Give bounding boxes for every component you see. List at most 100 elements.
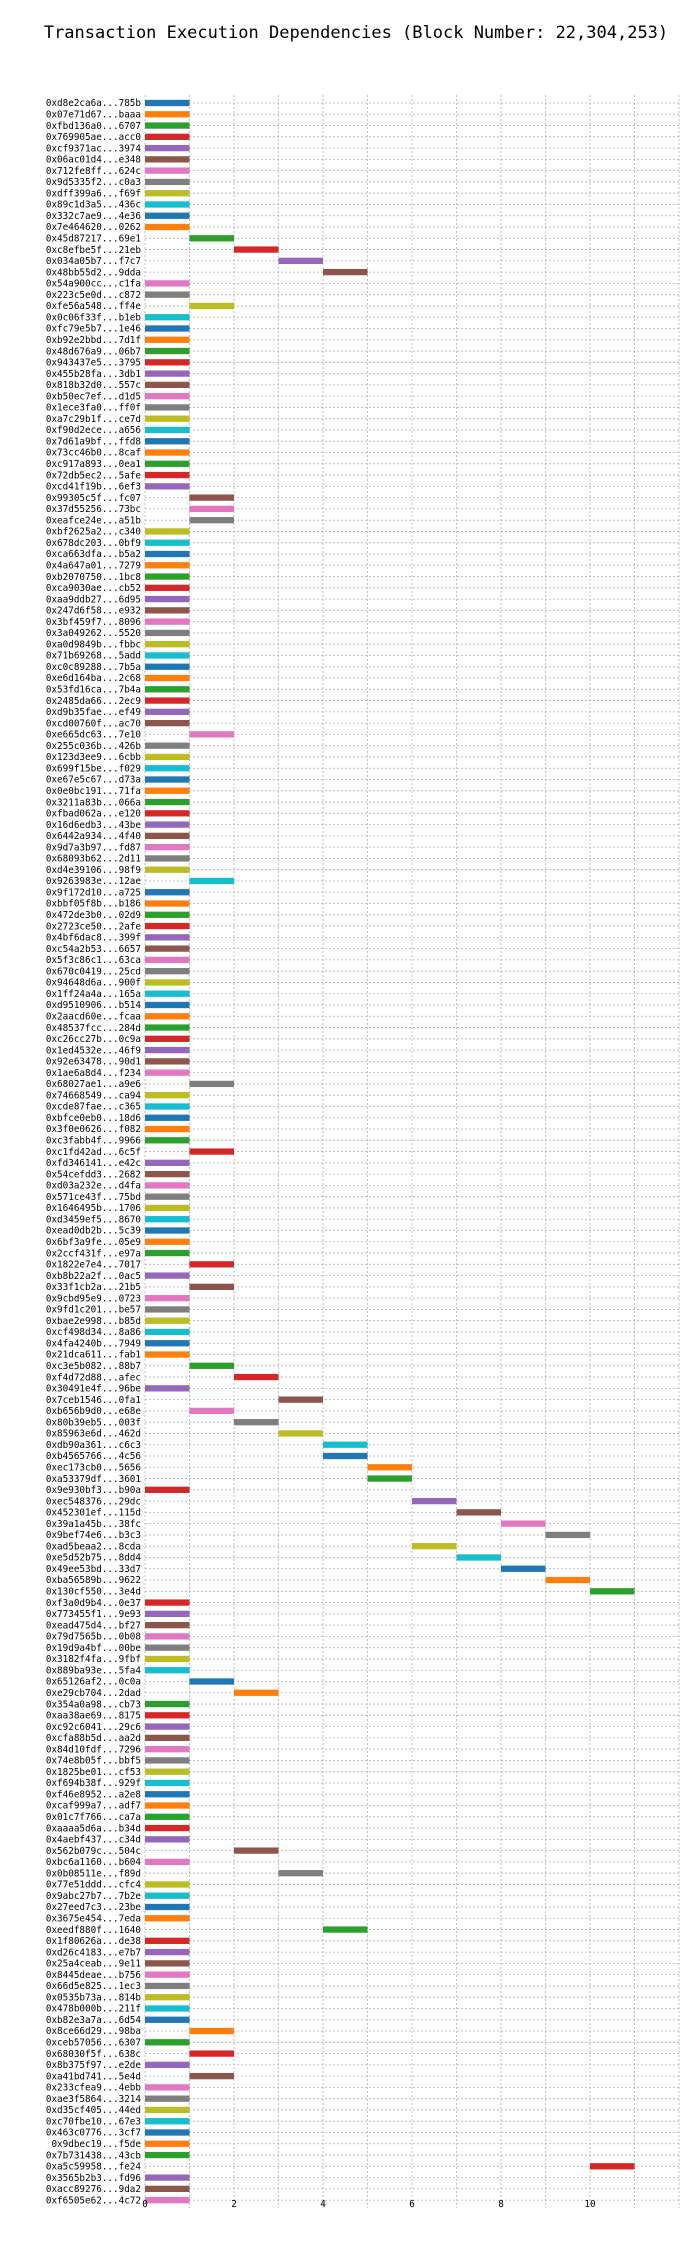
tx-bar [145, 2151, 190, 2159]
tx-label: 0x571ce43f...75bd [46, 1192, 141, 1203]
tx-label: 0xa53379df...3601 [46, 1474, 141, 1485]
tx-bar [145, 280, 190, 287]
tx-bar [145, 1712, 190, 1719]
tx-bar [145, 2106, 190, 2114]
tx-label: 0x80b39eb5...003f [46, 1417, 141, 1428]
tx-bar [590, 2163, 635, 2170]
tx-label: 0x65126af2...0c0a [46, 1677, 141, 1688]
tx-label: 0x9e930bf3...b90a [46, 1485, 141, 1496]
tx-bar [145, 1272, 190, 1279]
tx-bar [145, 381, 190, 389]
tx-label: 0xe67e5c67...d73a [46, 775, 141, 786]
tx-bar [145, 1001, 190, 1009]
tx-bar [145, 832, 190, 840]
tx-bar [145, 641, 190, 648]
tx-label: 0x3bf459f7...8096 [46, 617, 141, 628]
tx-bar [145, 2118, 190, 2125]
tx-label: 0x74668549...ca94 [46, 1090, 142, 1101]
tx-label: 0x034a05b7...f7c7 [46, 256, 141, 267]
tx-label: 0x27eed7c3...23be [46, 1902, 142, 1913]
tx-label: 0xeedf880f...1640 [46, 1925, 141, 1936]
tx-bar [145, 968, 190, 975]
tx-bar [145, 1779, 190, 1787]
tx-label: 0xd03a232e...d4fa [46, 1181, 141, 1192]
tx-label: 0xfe56a548...ff4e [46, 301, 142, 312]
tx-bar [145, 1351, 190, 1358]
tx-label: 0xaa38ae69...8175 [46, 1711, 141, 1722]
tx-bar [145, 2129, 190, 2136]
tx-label: 0xdb90a361...c6c3 [46, 1440, 141, 1451]
tx-bar [145, 460, 190, 467]
tx-label: 0xb4565766...4c56 [46, 1451, 141, 1462]
tx-bar [145, 1824, 190, 1832]
tx-bar [145, 404, 190, 411]
tx-label: 0x3f0e0626...f082 [46, 1124, 141, 1135]
tx-bar [145, 223, 190, 231]
tx-label: 0xd9510906...b514 [46, 1000, 142, 1011]
tx-label: 0x54a900cc...c1fa [46, 279, 141, 290]
tx-label: 0x9d5335f2...c0a3 [46, 177, 141, 188]
tx-bar [145, 934, 190, 941]
tx-label: 0xcf498d34...8a86 [46, 1327, 141, 1338]
tx-bar [367, 1475, 412, 1482]
tx-label: 0xcd41f19b...6ef3 [46, 482, 141, 493]
tx-label: 0x4aebf437...c34d [46, 1835, 141, 1846]
tx-label: 0x72db5ec2...5afe [46, 470, 142, 481]
tx-bar [145, 438, 190, 445]
tx-bar [323, 268, 368, 276]
tx-bar [145, 1644, 190, 1651]
tx-label: 0x74e8b05f...bbf5 [46, 1756, 141, 1767]
tx-bar [145, 2016, 190, 2023]
tx-bar [323, 1452, 368, 1460]
tx-bar [145, 1046, 190, 1054]
x-tick-label: 4 [320, 2199, 326, 2210]
tx-label: 0xaa9ddb27...6d95 [46, 594, 141, 605]
tx-bar [189, 235, 234, 242]
tx-label: 0x1ece3fa0...ff0f [46, 403, 141, 414]
tx-bar [145, 336, 190, 343]
tx-label: 0x39a1a45b...38fc [46, 1519, 141, 1530]
tx-label: 0x71b69268...5add [46, 651, 141, 662]
tx-label: 0x48537fcc...284d [46, 1023, 141, 1034]
tx-bar [145, 1723, 190, 1730]
tx-bar [145, 742, 190, 749]
tx-bar [145, 1937, 190, 1944]
tx-label: 0xa7c29b1f...ce7d [46, 414, 141, 425]
tx-bar [145, 607, 190, 614]
chart-title: Transaction Execution Dependencies (Bloc… [44, 23, 668, 43]
tx-bar [456, 1554, 501, 1561]
tx-bar [145, 2197, 190, 2204]
tx-bar [145, 821, 190, 828]
tx-label: 0xe6d164ba...2c68 [46, 673, 141, 684]
tx-bar [145, 900, 190, 907]
tx-label: 0xd4e39106...98f9 [46, 865, 141, 876]
tx-label: 0x8ce66d29...98ba [46, 2026, 141, 2037]
tx-bar [145, 810, 190, 817]
tx-bar [145, 1306, 190, 1313]
tx-bar [278, 257, 323, 264]
tx-label: 0xead0db2b...5c39 [46, 1226, 141, 1237]
tx-label: 0xca9030ae...cb52 [46, 583, 141, 594]
gridlines [144, 95, 680, 2209]
bars [145, 99, 635, 2204]
tx-label: 0x4a647a01...7279 [46, 560, 141, 571]
tx-label: 0x463c0776...3cf7 [46, 2128, 141, 2139]
tx-bar [145, 1204, 190, 1212]
tx-bar [145, 393, 190, 400]
tx-label: 0x9dbec19...f5de [51, 2139, 141, 2150]
x-tick-label: 6 [409, 2199, 415, 2210]
tx-bar [189, 302, 234, 310]
tx-bar [189, 2027, 234, 2035]
tx-bar [145, 1881, 190, 1888]
tx-label: 0xc1fd42ad...6c5f [46, 1147, 141, 1158]
tx-bar [145, 190, 190, 197]
tx-label: 0x943437e5...3795 [46, 358, 141, 369]
tx-bar [145, 1103, 190, 1110]
tx-label: 0xec173cb0...5656 [46, 1462, 141, 1473]
tx-bar [145, 201, 190, 208]
tx-bar [145, 359, 190, 366]
tx-label: 0x1ff24a4a...165a [46, 989, 141, 1000]
tx-label: 0x3675e454...7eda [46, 1913, 141, 1924]
tx-bar [145, 347, 190, 355]
